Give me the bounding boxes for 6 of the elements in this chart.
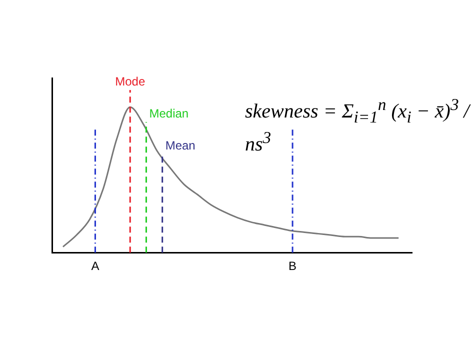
annotation: Median [149,106,189,120]
text: A [91,258,100,273]
text: Mode [115,74,146,88]
text: B [288,258,297,273]
annotation: Mean [165,138,196,152]
text: skewness = Σ$_{i=1}$$^{n}$ (x$_{i}$ − x̄)$^{3}$ / ns$^{3}$ [245,95,470,156]
